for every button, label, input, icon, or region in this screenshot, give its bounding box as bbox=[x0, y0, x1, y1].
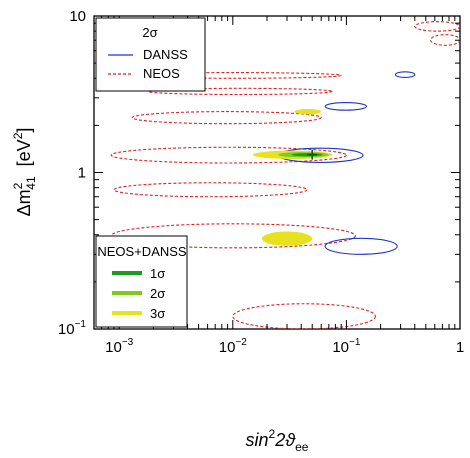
neos-region-4 bbox=[113, 182, 308, 198]
x-tick-label: 10−2 bbox=[219, 337, 248, 356]
legend-bottom: NEOS+DANSS 1σ 2σ 3σ bbox=[95, 235, 188, 328]
x-tick-label: 10−3 bbox=[105, 337, 134, 356]
danss-region-1 bbox=[324, 101, 367, 111]
y-tick-label: 10−1 bbox=[58, 319, 87, 338]
danss-region-0 bbox=[394, 71, 416, 78]
neos-region-8 bbox=[232, 303, 376, 329]
y-tick-label: 10 bbox=[69, 8, 86, 25]
neos-region-6 bbox=[414, 21, 460, 32]
legend-2sigma-label: 2σ bbox=[150, 286, 165, 301]
y-axis-label: Δm241[eV2] bbox=[11, 128, 38, 217]
x-axis-label: sin22ϑee bbox=[246, 427, 309, 454]
legend-danss-label: DANSS bbox=[143, 47, 188, 62]
legend-bottom-title: NEOS+DANSS bbox=[97, 244, 187, 259]
legend-top-title: 2σ bbox=[142, 25, 157, 40]
neos-region-1 bbox=[147, 87, 333, 96]
legend-top: 2σ DANSS NEOS bbox=[95, 17, 206, 92]
y-tick-labels: 10−1 1 10 bbox=[58, 8, 87, 338]
x-tick-labels: 10−3 10−2 10−1 1 bbox=[105, 337, 464, 356]
neos-danss-3--region-2 bbox=[294, 108, 322, 115]
plot-area bbox=[110, 21, 460, 329]
best-fit-marker bbox=[307, 149, 318, 160]
neos-region-7 bbox=[429, 34, 460, 46]
legend-neos-label: NEOS bbox=[143, 66, 180, 81]
x-tick-label: 1 bbox=[456, 339, 464, 356]
neos-region-2 bbox=[131, 111, 322, 125]
neos-region-3 bbox=[110, 146, 347, 164]
y-tick-label: 1 bbox=[78, 165, 86, 182]
legend-3sigma-label: 3σ bbox=[150, 306, 165, 321]
x-tick-label: 10−1 bbox=[332, 337, 361, 356]
legend-1sigma-label: 1σ bbox=[150, 266, 165, 281]
neos-danss-3--region-0 bbox=[261, 231, 313, 246]
danss-region-3 bbox=[324, 237, 398, 255]
